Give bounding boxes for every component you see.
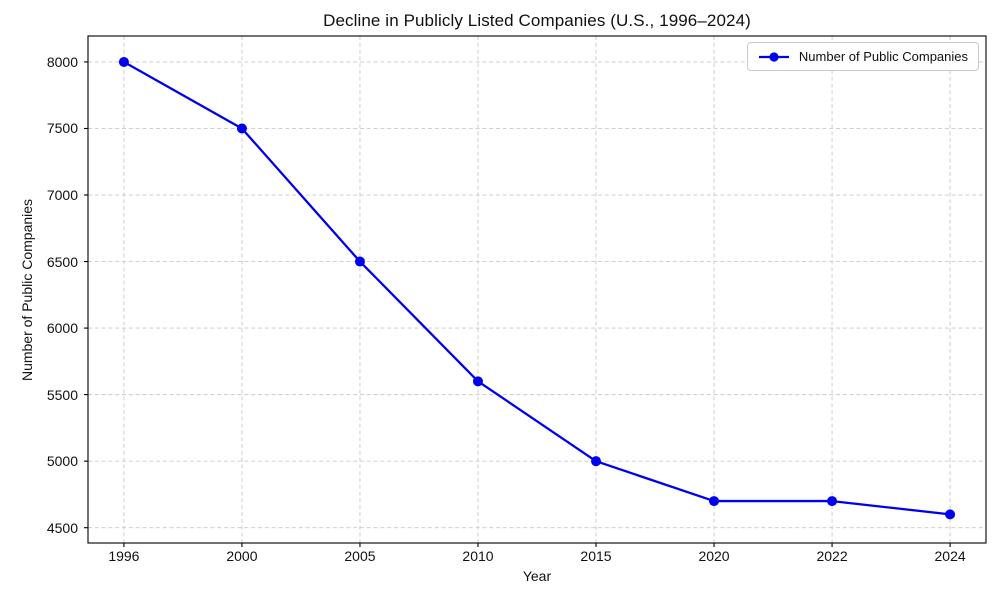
data-point-marker [945,509,956,520]
y-tick-label: 5500 [46,386,78,403]
data-point-marker [591,456,602,467]
legend-line-marker-icon [758,51,789,62]
x-axis-label: Year [522,568,552,584]
x-tick-label: 2024 [934,548,966,564]
data-line [122,60,952,516]
x-tick-label: 2005 [344,548,376,564]
legend-label: Number of Public Companies [798,49,968,64]
y-tick-label: 8000 [46,53,78,70]
y-tick-labels: 4500 5000 5500 6000 6500 7000 7500 8000 [0,0,78,600]
axes-border [87,35,987,544]
y-tick-label: 7000 [46,187,78,204]
x-tick-label: 2010 [462,548,494,564]
data-point-marker [118,56,129,67]
y-tick-label: 6500 [46,253,78,270]
chart-title: Decline in Publicly Listed Companies (U.… [323,11,751,30]
x-tick-label: 2022 [816,548,848,564]
x-tick-label: 1996 [108,548,140,564]
data-point-marker [827,496,838,507]
x-tick-label: 2015 [580,548,612,564]
data-point-marker [709,496,720,507]
legend: Number of Public Companies [746,42,979,71]
y-tick-label: 5000 [46,453,78,470]
data-point-marker [236,123,247,134]
y-tick-label: 6000 [46,320,78,337]
y-tick-label: 7500 [46,120,78,137]
data-point-marker [472,376,483,387]
x-tick-label: 2000 [226,548,258,564]
data-point-marker [354,256,365,267]
y-tick-label: 4500 [46,519,78,536]
x-tick-label: 2020 [698,548,730,564]
